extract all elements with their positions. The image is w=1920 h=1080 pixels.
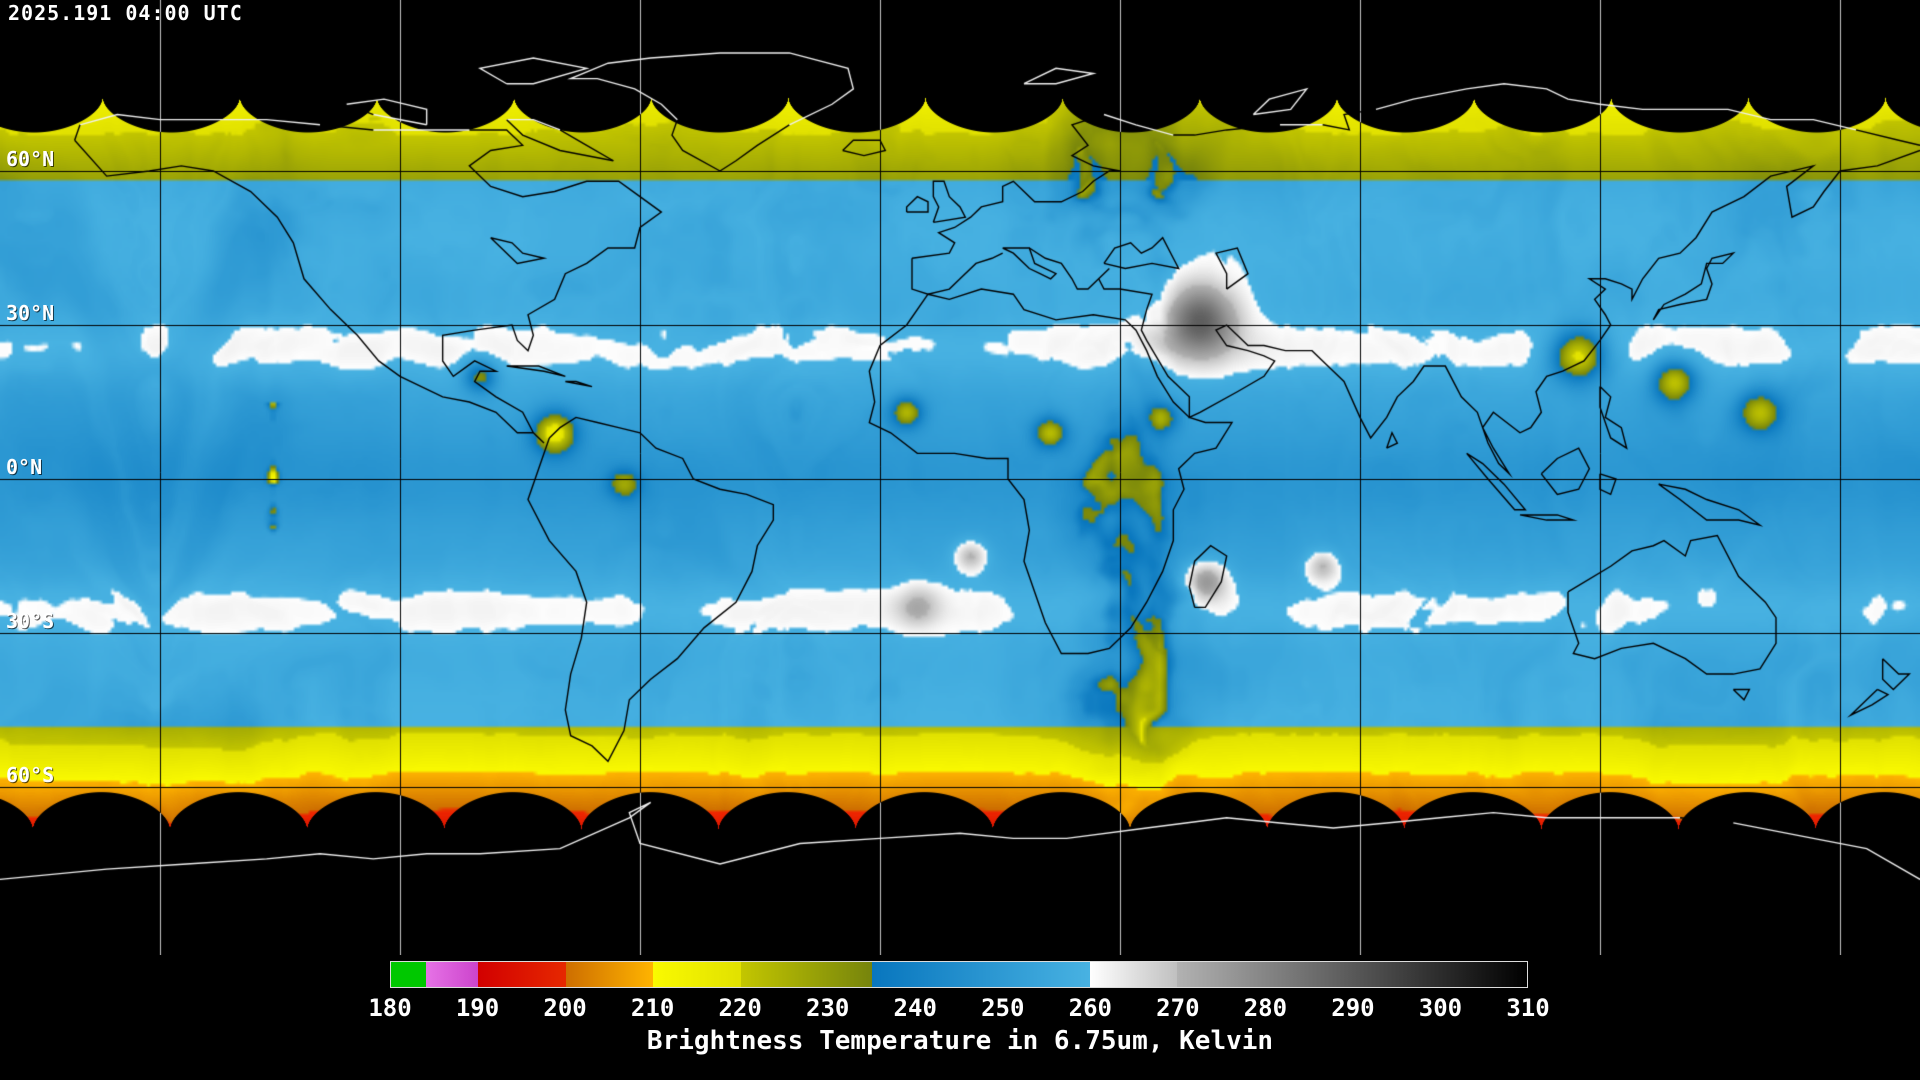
colorbar-tick-190: 190	[455, 994, 500, 1022]
lat-label-2: 0°N	[6, 455, 43, 479]
timestamp: 2025.191 04:00 UTC	[8, 1, 243, 25]
colorbar-tick-220: 220	[718, 994, 762, 1022]
lat-label-3: 30°S	[6, 609, 55, 633]
colorbar-tick-310: 310	[1506, 994, 1550, 1022]
colorbar-tick-300: 300	[1418, 994, 1463, 1022]
colorbar-segment-260	[1090, 962, 1178, 987]
lat-label-4: 60°S	[6, 763, 55, 787]
colorbar-tick-250: 250	[981, 994, 1025, 1022]
colorbar-title: Brightness Temperature in 6.75um, Kelvin	[646, 1026, 1274, 1056]
colorbar-tick-200: 200	[543, 994, 587, 1022]
colorbar	[390, 961, 1528, 988]
colorbar-segment-180	[391, 962, 426, 987]
colorbar-tick-210: 210	[630, 994, 675, 1022]
satellite-imagery-canvas	[0, 0, 1920, 955]
colorbar-tick-260: 260	[1068, 994, 1112, 1022]
lat-label-0: 60°N	[6, 147, 55, 171]
colorbar-segment-220	[740, 962, 872, 987]
colorbar-tick-240: 240	[893, 994, 937, 1022]
colorbar-tick-270: 270	[1156, 994, 1200, 1022]
colorbar-segment-200	[565, 962, 654, 987]
colorbar-segment-184	[425, 962, 479, 987]
lat-label-1: 30°N	[6, 301, 55, 325]
colorbar-tick-180: 180	[368, 994, 412, 1022]
colorbar-segment-190	[478, 962, 566, 987]
colorbar-segment-210	[653, 962, 741, 987]
colorbar-segment-270	[1177, 962, 1527, 987]
colorbar-segment-235	[871, 962, 1091, 987]
colorbar-tick-230: 230	[806, 994, 850, 1022]
colorbar-tick-290: 290	[1331, 994, 1375, 1022]
colorbar-tick-280: 280	[1243, 994, 1288, 1022]
